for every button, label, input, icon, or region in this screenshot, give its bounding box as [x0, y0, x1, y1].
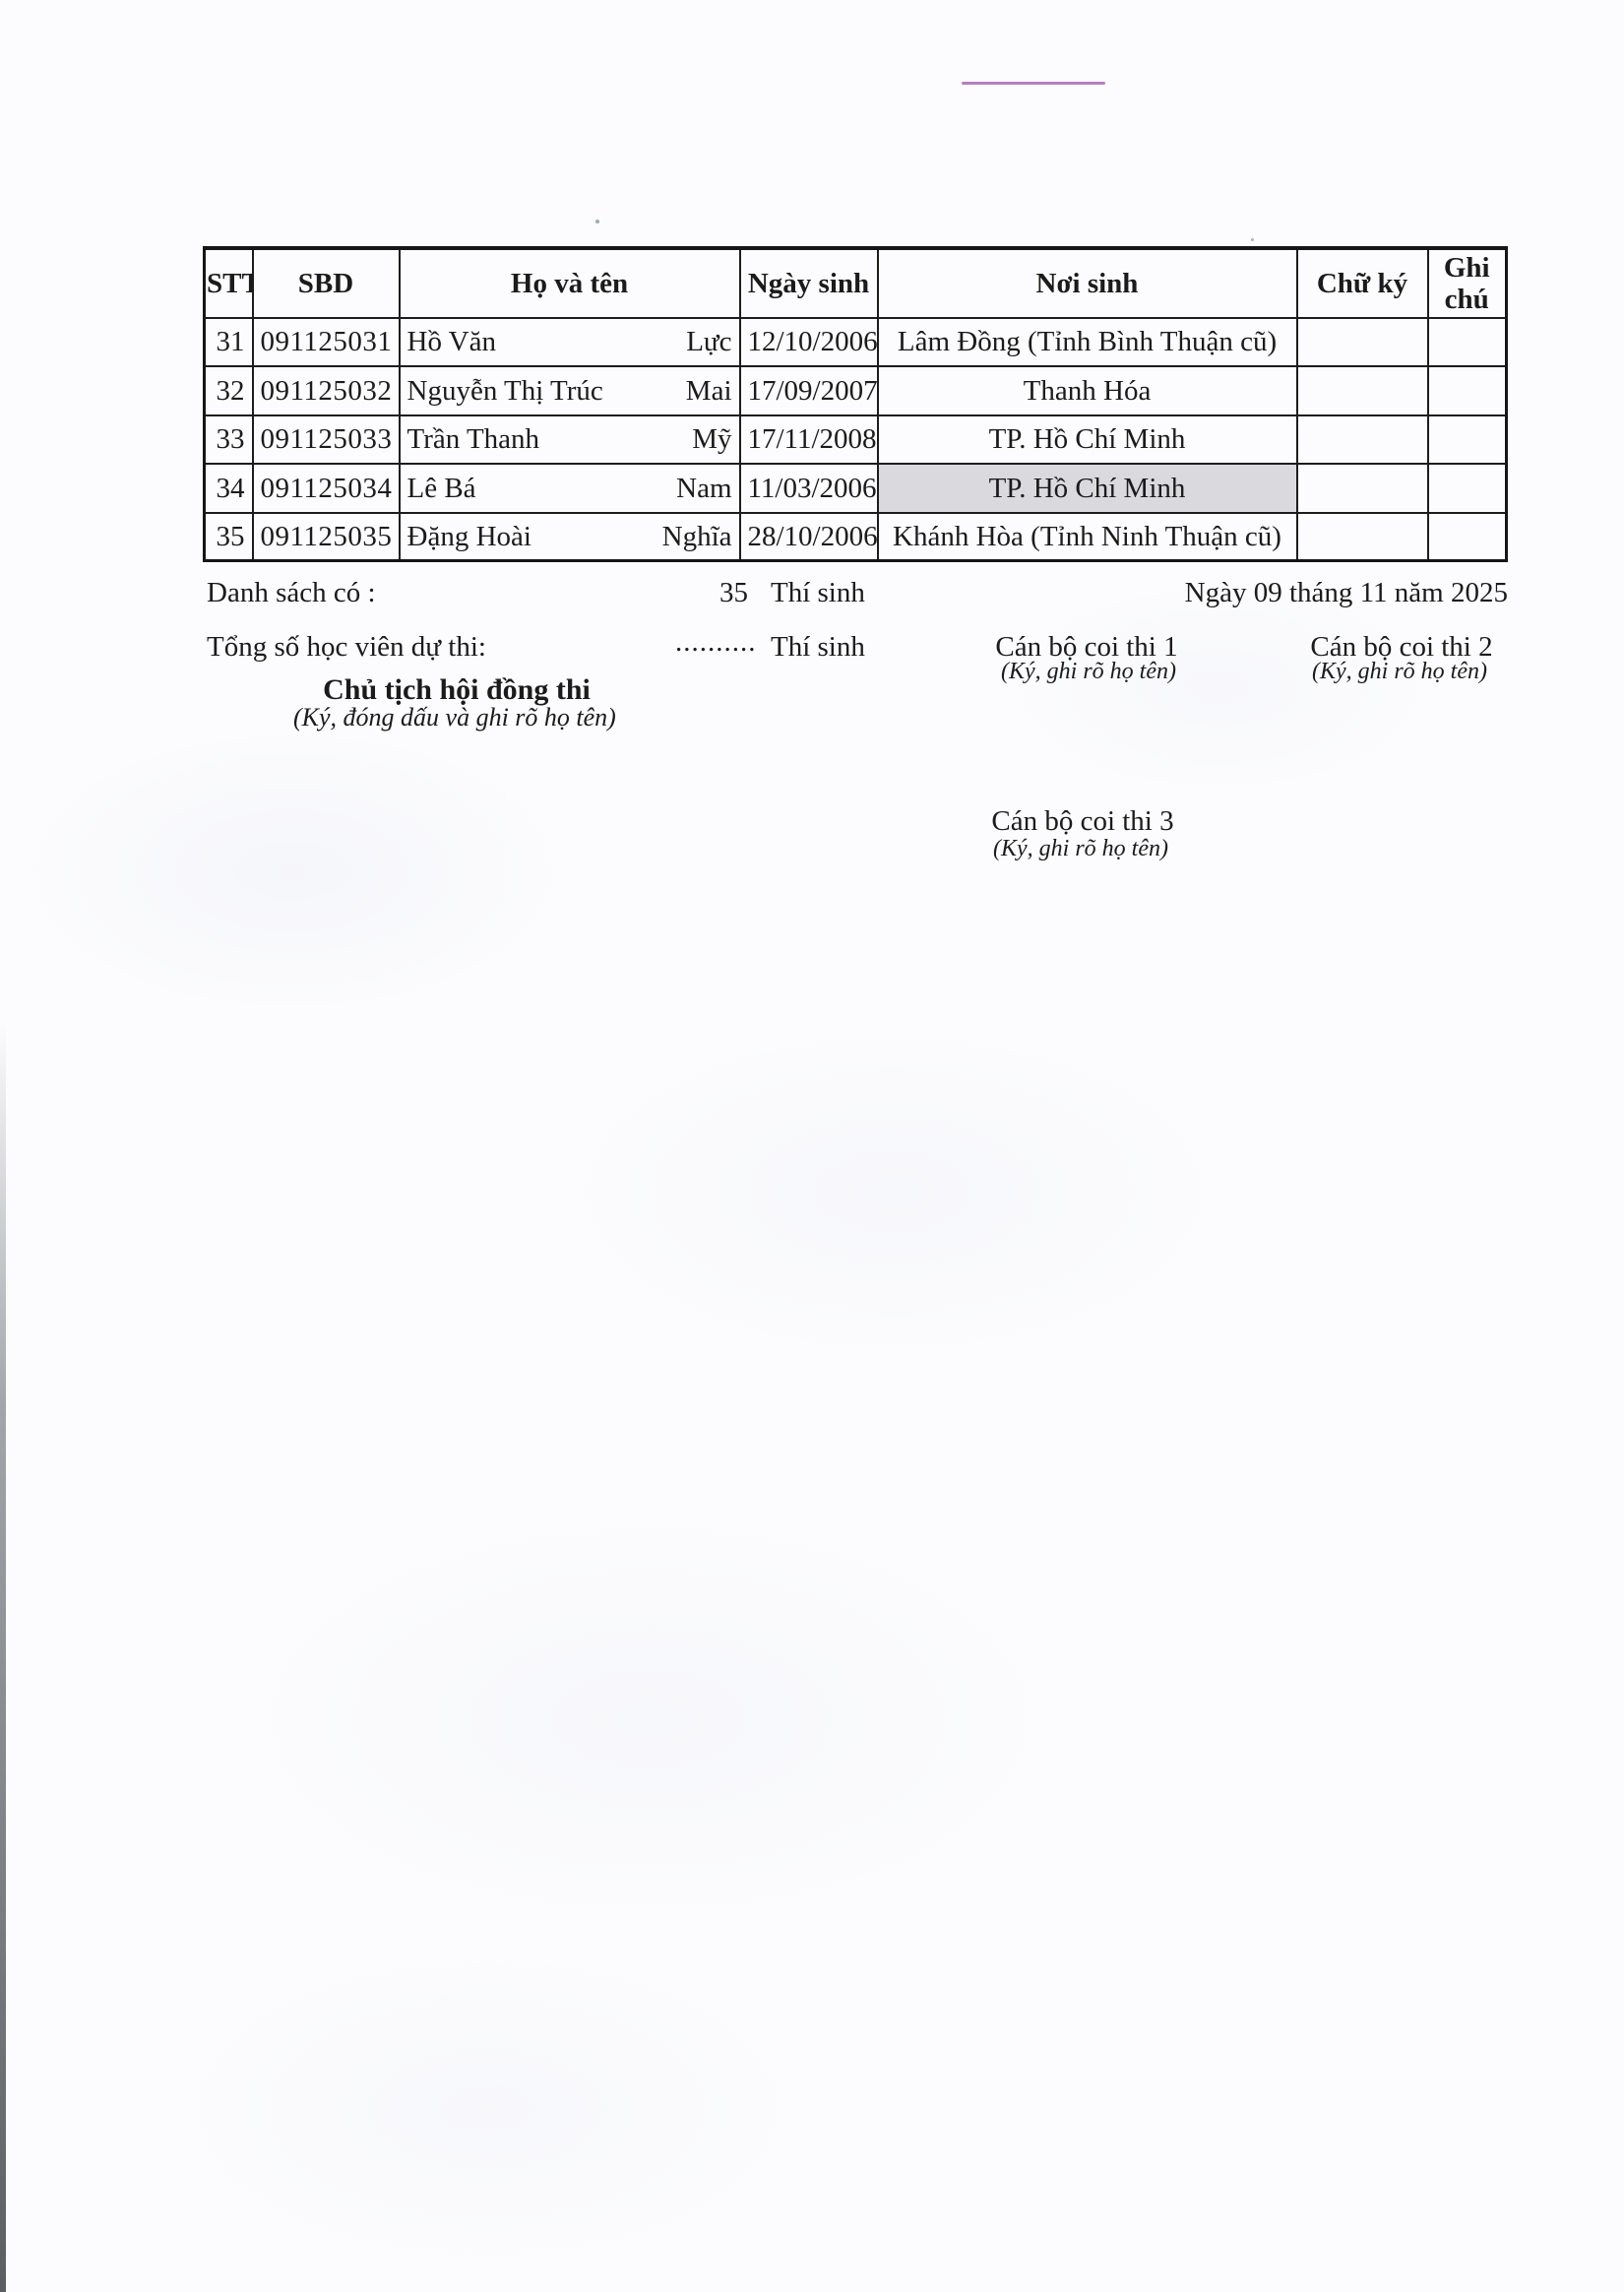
chairman-note: (Ký, đóng dấu và ghi rõ họ tên) — [293, 703, 616, 732]
header-row: STT SBD Họ và tên Ngày sinh Nơi sinh Chữ… — [203, 247, 1508, 319]
cell-dob: 11/03/2006 — [738, 463, 879, 514]
cell-note — [1426, 414, 1508, 466]
header-sbd: SBD — [251, 247, 401, 319]
cell-note — [1426, 511, 1508, 562]
proctor3-note: (Ký, ghi rõ họ tên) — [993, 836, 1168, 861]
header-note: Ghi chú — [1426, 247, 1508, 319]
cell-stt: 33 — [203, 414, 254, 466]
scan-speck — [1251, 238, 1254, 241]
cell-dob: 28/10/2006 — [738, 511, 879, 562]
cell-name: Đặng Hoài Nghĩa — [398, 511, 741, 562]
total-dotted-blank: .......... — [675, 626, 757, 658]
cell-sbd: 091125035 — [251, 511, 401, 562]
scan-speck — [595, 220, 599, 223]
cell-dob: 12/10/2006 — [738, 316, 879, 368]
list-count-unit: Thí sinh — [771, 577, 865, 608]
header-birthplace: Nơi sinh — [876, 247, 1298, 319]
cell-name: Trần Thanh Mỹ — [398, 414, 741, 466]
name-first: Lê Bá — [406, 472, 476, 504]
name-first: Nguyễn Thị Trúc — [406, 374, 603, 407]
cell-signature — [1295, 316, 1429, 368]
header-stt: STT — [203, 247, 254, 319]
list-count-label: Danh sách có : — [207, 577, 376, 608]
proctor2-note: (Ký, ghi rõ họ tên) — [1312, 659, 1487, 684]
name-first: Trần Thanh — [406, 423, 540, 456]
list-count-value: 35 — [719, 577, 748, 608]
name-parts: Lê Bá Nam — [407, 473, 732, 504]
chairman-title: Chủ tịch hội đồng thi — [323, 673, 591, 706]
candidate-table-header: STT SBD Họ và tên Ngày sinh Nơi sinh Chữ… — [203, 247, 1508, 319]
cell-signature — [1295, 511, 1429, 562]
cell-stt: 32 — [203, 365, 254, 416]
cell-birthplace: Lâm Đồng (Tỉnh Bình Thuận cũ) — [876, 316, 1298, 368]
scanner-edge-shadow — [0, 1024, 6, 2292]
name-first: Đặng Hoài — [406, 520, 531, 552]
date-line: Ngày 09 tháng 11 năm 2025 — [1184, 577, 1508, 608]
cell-birthplace: Khánh Hòa (Tỉnh Ninh Thuận cũ) — [876, 511, 1298, 562]
cell-signature — [1295, 365, 1429, 416]
cell-birthplace: TP. Hồ Chí Minh — [876, 414, 1298, 466]
name-last: Mai — [685, 374, 732, 407]
table-row: 34 091125034 Lê Bá Nam 11/03/2006 TP. Hồ Chí … — [203, 463, 1508, 514]
cell-note — [1426, 463, 1508, 514]
cell-note — [1426, 365, 1508, 416]
cell-dob: 17/09/2007 — [738, 365, 879, 416]
cell-note — [1426, 316, 1508, 368]
table-row: 31 091125031 Hồ Văn Lực 12/10/2006 Lâm Đồng (… — [203, 316, 1508, 368]
table-row: 33 091125033 Trần Thanh Mỹ 17/11/2008 TP. Hồ … — [203, 414, 1508, 466]
scan-artifact-line — [962, 82, 1105, 85]
cell-stt: 35 — [203, 511, 254, 562]
cell-name: Nguyễn Thị Trúc Mai — [398, 365, 741, 416]
header-dob: Ngày sinh — [738, 247, 879, 319]
header-signature: Chữ ký — [1295, 247, 1429, 319]
cell-stt: 34 — [203, 463, 254, 514]
total-label: Tổng số học viên dự thi: — [207, 631, 486, 663]
cell-sbd: 091125034 — [251, 463, 401, 514]
cell-signature — [1295, 463, 1429, 514]
name-parts: Hồ Văn Lực — [407, 326, 732, 357]
cell-signature — [1295, 414, 1429, 466]
name-parts: Nguyễn Thị Trúc Mai — [407, 375, 732, 407]
name-parts: Đặng Hoài Nghĩa — [407, 521, 732, 552]
candidate-table: STT SBD Họ và tên Ngày sinh Nơi sinh Chữ… — [203, 246, 1508, 563]
cell-stt: 31 — [203, 316, 254, 368]
cell-sbd: 091125033 — [251, 414, 401, 466]
cell-birthplace: TP. Hồ Chí Minh — [876, 463, 1298, 514]
cell-name: Hồ Văn Lực — [398, 316, 741, 368]
proctor1-title: Cán bộ coi thi 1 — [995, 631, 1178, 663]
candidate-table-body: 31 091125031 Hồ Văn Lực 12/10/2006 Lâm Đồng (… — [203, 316, 1508, 562]
name-first: Hồ Văn — [406, 326, 496, 358]
name-last: Nam — [676, 472, 732, 504]
proctor3-title: Cán bộ coi thi 3 — [991, 805, 1174, 837]
name-last: Nghĩa — [661, 520, 732, 552]
name-last: Mỹ — [692, 423, 732, 456]
name-last: Lực — [686, 326, 732, 358]
proctor1-note: (Ký, ghi rõ họ tên) — [1001, 659, 1176, 684]
table-row: 32 091125032 Nguyễn Thị Trúc Mai 17/09/2007 T… — [203, 365, 1508, 416]
header-name: Họ và tên — [398, 247, 741, 319]
table-row: 35 091125035 Đặng Hoài Nghĩa 28/10/2006 Khánh… — [203, 511, 1508, 562]
total-unit: Thí sinh — [771, 631, 865, 663]
name-parts: Trần Thanh Mỹ — [407, 423, 732, 455]
cell-birthplace: Thanh Hóa — [876, 365, 1298, 416]
proctor2-title: Cán bộ coi thi 2 — [1310, 631, 1493, 663]
cell-name: Lê Bá Nam — [398, 463, 741, 514]
cell-sbd: 091125032 — [251, 365, 401, 416]
cell-dob: 17/11/2008 — [738, 414, 879, 466]
cell-sbd: 091125031 — [251, 316, 401, 368]
